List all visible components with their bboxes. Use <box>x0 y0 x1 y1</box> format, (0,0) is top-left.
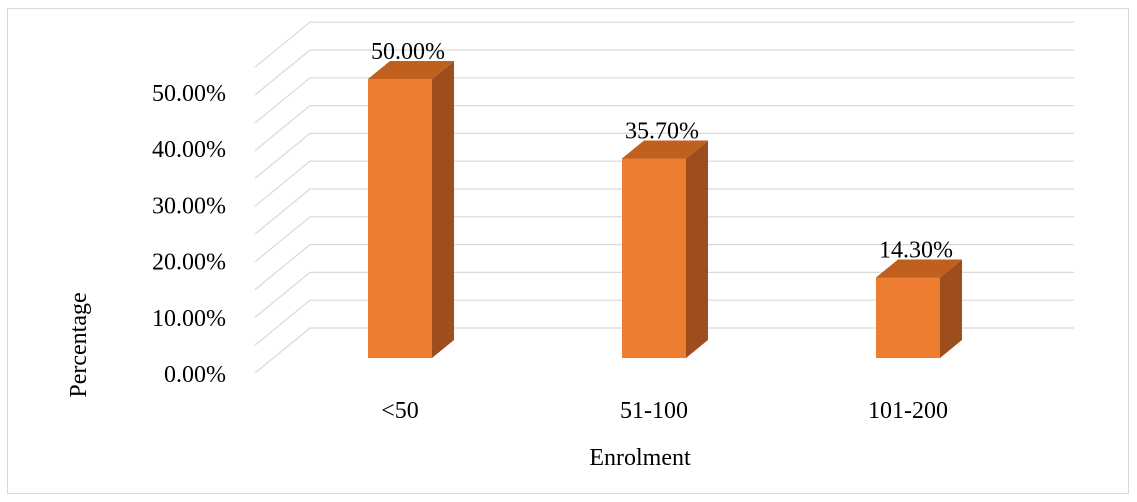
side-gridline <box>254 21 311 68</box>
side-gridline <box>254 216 311 263</box>
x-tick-label: <50 <box>381 398 419 424</box>
side-gridline <box>254 132 311 179</box>
x-tick-label: 51-100 <box>620 398 688 424</box>
y-tick-label: 0.00% <box>164 362 226 388</box>
y-tick-label: 20.00% <box>152 250 226 276</box>
side-gridline <box>254 188 311 235</box>
bar-top <box>368 61 454 79</box>
bar-side <box>686 140 708 358</box>
bar-front <box>876 277 940 358</box>
y-tick-label: 10.00% <box>152 306 226 332</box>
bar-side <box>940 259 962 358</box>
bar-front <box>622 158 686 358</box>
side-gridline <box>254 299 311 346</box>
data-label: 50.00% <box>371 39 445 65</box>
bars <box>368 61 962 358</box>
side-gridline <box>254 160 311 207</box>
bar-top <box>876 259 962 278</box>
chart-area <box>7 8 1129 494</box>
data-label: 14.30% <box>879 237 953 263</box>
x-axis-title: Enrolment <box>589 445 691 471</box>
side-gridline <box>254 49 311 96</box>
side-gridline <box>254 327 311 374</box>
bar-front <box>368 79 432 358</box>
side-gridline <box>254 244 311 291</box>
y-axis-title: Percentage <box>66 292 92 397</box>
y-tick-label: 40.00% <box>152 137 226 163</box>
bar-top <box>622 140 708 159</box>
x-tick-label: 101-200 <box>868 398 948 424</box>
bar-side <box>432 61 454 358</box>
side-gridline <box>254 77 311 124</box>
data-label: 35.70% <box>625 119 699 145</box>
side-gridline <box>254 271 311 318</box>
y-tick-label: 30.00% <box>152 193 226 219</box>
y-tick-label: 50.00% <box>152 81 226 107</box>
labels: 0.00% 10.00% 20.00% 30.00% 40.00% 50.00% 50.00… <box>152 39 953 424</box>
side-gridline <box>254 105 311 152</box>
